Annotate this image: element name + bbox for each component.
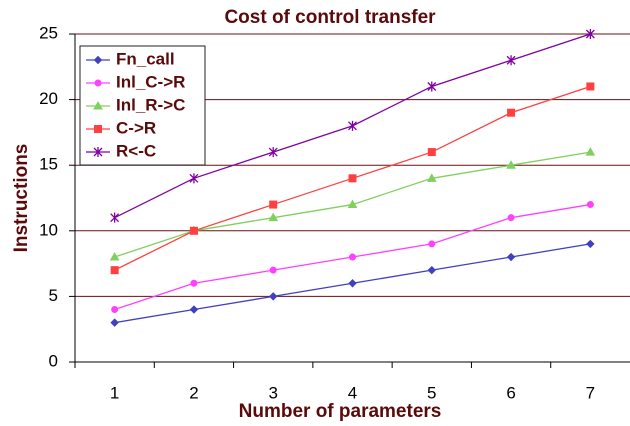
legend-marker xyxy=(94,79,102,87)
data-point xyxy=(426,173,437,182)
x-tick-label: 4 xyxy=(348,383,357,402)
data-point xyxy=(111,306,119,314)
legend-label: Fn_call xyxy=(116,49,175,68)
data-point xyxy=(268,212,279,222)
data-point xyxy=(190,279,198,287)
x-tick-label: 3 xyxy=(268,383,277,402)
data-point xyxy=(506,252,516,262)
data-point xyxy=(268,147,278,158)
x-tick-label: 2 xyxy=(189,383,198,402)
y-tick-label: 20 xyxy=(39,89,58,108)
data-point xyxy=(189,305,199,314)
x-axis-label: Number of parameters xyxy=(239,401,442,422)
x-tick-label: 5 xyxy=(427,383,436,402)
data-point xyxy=(269,266,277,274)
legend-marker xyxy=(93,55,103,65)
data-point xyxy=(269,200,278,209)
y-tick-label: 15 xyxy=(39,155,58,174)
data-point xyxy=(189,226,198,235)
data-point xyxy=(348,279,357,288)
data-point xyxy=(506,55,516,66)
data-point xyxy=(586,239,595,249)
data-point xyxy=(110,266,119,275)
data-point xyxy=(110,212,120,223)
legend-label: Inl_R->C xyxy=(116,95,185,114)
data-point xyxy=(428,240,436,248)
y-tick-label: 10 xyxy=(39,220,58,239)
data-point xyxy=(506,160,516,169)
legend-box xyxy=(79,45,206,166)
y-tick-label: 5 xyxy=(49,286,58,305)
data-point xyxy=(109,252,120,261)
data-point xyxy=(585,29,595,39)
legend-marker xyxy=(93,100,103,110)
data-point xyxy=(585,147,596,156)
data-point xyxy=(586,201,594,209)
data-point xyxy=(507,214,515,222)
y-tick-label: 0 xyxy=(49,351,58,370)
data-point xyxy=(269,292,278,301)
data-point xyxy=(348,174,357,183)
x-tick-label: 7 xyxy=(586,383,595,402)
data-point xyxy=(347,199,358,209)
legend-label: R<-C xyxy=(116,141,156,160)
legend-marker xyxy=(93,147,103,157)
x-tick-label: 6 xyxy=(506,383,515,402)
y-tick-label: 25 xyxy=(39,23,58,42)
data-point xyxy=(507,108,516,117)
legend-marker xyxy=(94,125,102,133)
data-point xyxy=(348,120,357,131)
data-point xyxy=(427,81,437,92)
data-point xyxy=(349,253,356,261)
data-point xyxy=(427,148,436,157)
legend-label: C->R xyxy=(116,118,156,137)
data-point xyxy=(586,82,595,91)
data-point xyxy=(427,265,436,275)
x-tick-label: 1 xyxy=(110,383,119,402)
legend-label: Inl_C->R xyxy=(116,72,185,91)
data-point xyxy=(110,318,119,327)
y-axis-label: Instructions xyxy=(11,144,32,253)
data-point xyxy=(189,173,199,184)
chart-title: Cost of control transfer xyxy=(224,7,436,28)
